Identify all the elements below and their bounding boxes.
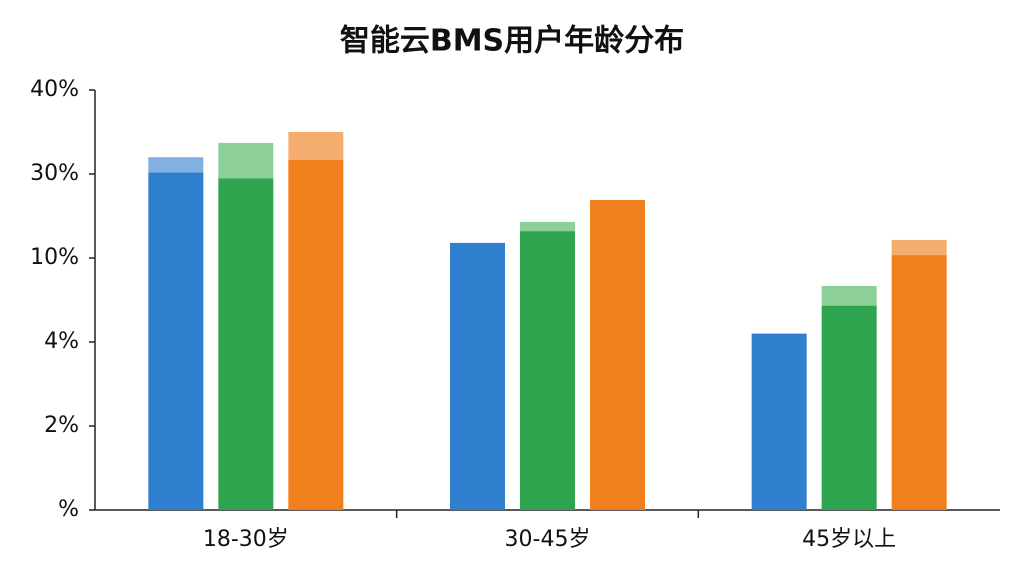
- y-tick-label: 2%: [44, 413, 79, 438]
- y-tick-label: 10%: [30, 245, 79, 270]
- chart-title: 智能云BMS用户年龄分布: [340, 24, 684, 59]
- bar: [218, 178, 274, 510]
- y-tick-label: 4%: [44, 329, 79, 354]
- bar: [148, 172, 204, 510]
- x-tick-label: 18-30岁: [203, 527, 289, 552]
- y-tick-label: %: [58, 497, 79, 522]
- y-tick-label: 40%: [30, 77, 79, 102]
- bar: [590, 200, 645, 511]
- bar: [821, 305, 877, 510]
- bar-upper: [148, 157, 204, 173]
- bar-upper: [218, 142, 274, 179]
- bar-upper: [288, 132, 344, 160]
- x-tick-label: 45岁以上: [802, 527, 896, 552]
- bar: [450, 242, 505, 510]
- bar: [288, 159, 344, 510]
- bar-upper: [891, 239, 947, 256]
- x-tick-label: 30-45岁: [505, 527, 591, 552]
- bar-upper: [821, 286, 877, 306]
- bar: [520, 231, 575, 510]
- y-tick-label: 30%: [30, 161, 79, 186]
- bar: [891, 255, 947, 510]
- bar-upper: [520, 221, 575, 232]
- bar: [751, 333, 807, 510]
